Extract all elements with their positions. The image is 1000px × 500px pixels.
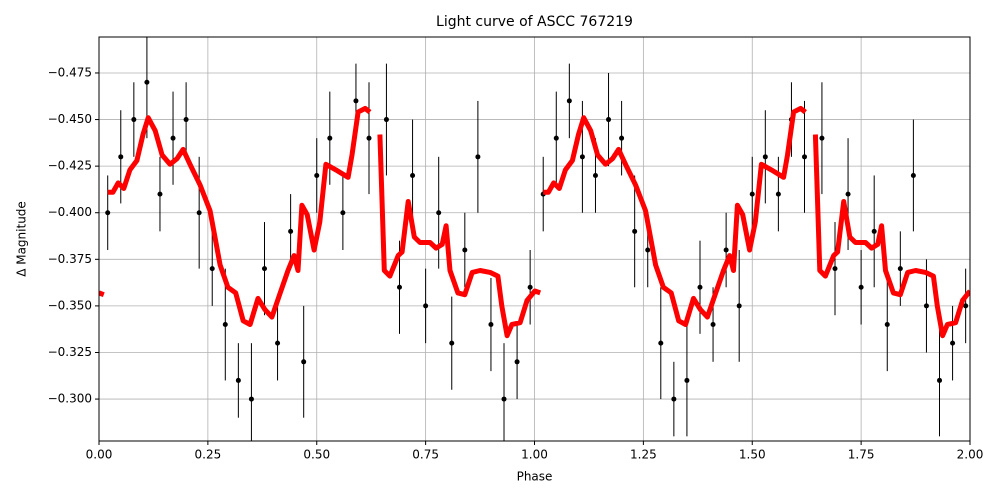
data-point (671, 396, 677, 402)
data-point (606, 117, 612, 123)
data-point (209, 266, 215, 272)
data-point (288, 228, 294, 234)
x-tick-label: 0.00 (86, 448, 113, 462)
data-point (514, 359, 520, 365)
data-point (884, 322, 890, 328)
data-point (327, 135, 333, 141)
data-point (275, 340, 281, 346)
data-point (553, 135, 559, 141)
data-point (579, 154, 585, 160)
data-point (527, 284, 533, 290)
y-tick-label: −0.450 (48, 112, 92, 126)
binned-curve (99, 105, 970, 339)
data-point (937, 377, 943, 383)
x-tick-label: 0.25 (195, 448, 222, 462)
data-point (632, 228, 638, 234)
y-tick-label: −0.400 (48, 205, 92, 219)
data-point (736, 303, 742, 309)
data-point (423, 303, 429, 309)
data-point (871, 228, 877, 234)
y-axis-label: Δ Magnitude (15, 201, 29, 277)
data-point (118, 154, 124, 160)
data-point (353, 98, 359, 104)
data-point (897, 266, 903, 272)
x-tick-label: 1.75 (848, 448, 875, 462)
plot-area (99, 37, 970, 441)
data-point (802, 154, 808, 160)
data-point (196, 210, 202, 216)
x-tick-label: 1.00 (521, 448, 548, 462)
x-tick-label: 1.25 (630, 448, 657, 462)
data-point (749, 191, 755, 197)
data-point (396, 284, 402, 290)
data-point (462, 247, 468, 253)
data-point (858, 284, 864, 290)
data-point (910, 172, 916, 178)
data-point (131, 117, 137, 123)
data-point (566, 98, 572, 104)
data-point (501, 396, 507, 402)
data-point (314, 172, 320, 178)
data-point (366, 135, 372, 141)
data-point (301, 359, 307, 365)
chart-title: Light curve of ASCC 767219 (436, 14, 633, 30)
data-point (963, 303, 969, 309)
data-point (762, 154, 768, 160)
data-point (950, 340, 956, 346)
data-point (222, 322, 228, 328)
data-point (157, 191, 163, 197)
data-point (475, 154, 481, 160)
data-point (684, 377, 690, 383)
y-tick-label: −0.375 (48, 252, 92, 266)
x-axis-label: Phase (517, 470, 553, 484)
data-point (410, 172, 416, 178)
y-tick-label: −0.300 (48, 392, 92, 406)
data-point (449, 340, 455, 346)
data-point (592, 172, 598, 178)
data-point (105, 210, 111, 216)
data-point (845, 191, 851, 197)
data-point (261, 266, 267, 272)
data-point (248, 396, 254, 402)
x-tick-label: 1.50 (739, 448, 766, 462)
data-point (170, 135, 176, 141)
data-point (183, 117, 189, 123)
data-point (645, 247, 651, 253)
y-tick-label: −0.325 (48, 345, 92, 359)
data-point (710, 322, 716, 328)
data-point (488, 322, 494, 328)
data-point (832, 266, 838, 272)
y-tick-label: −0.425 (48, 159, 92, 173)
grid (98, 37, 971, 441)
data-point (383, 117, 389, 123)
data-point (144, 79, 150, 85)
data-point (723, 247, 729, 253)
x-tick-label: 0.75 (412, 448, 439, 462)
data-point (235, 377, 241, 383)
x-tick-label: 0.50 (303, 448, 330, 462)
axes: 0.00 0.25 0.50 0.75 1.00 1.25 1.50 1.75 2.00 −0.4… (48, 65, 984, 461)
data-point (775, 191, 781, 197)
y-tick-label: −0.350 (48, 298, 92, 312)
data-point (619, 135, 625, 141)
y-tick-label: −0.475 (48, 65, 92, 79)
data-point (819, 135, 825, 141)
data-point (923, 303, 929, 309)
data-point (436, 210, 442, 216)
data-point (697, 284, 703, 290)
x-tick-label: 2.00 (957, 448, 984, 462)
data-point (658, 340, 664, 346)
data-point (340, 210, 346, 216)
